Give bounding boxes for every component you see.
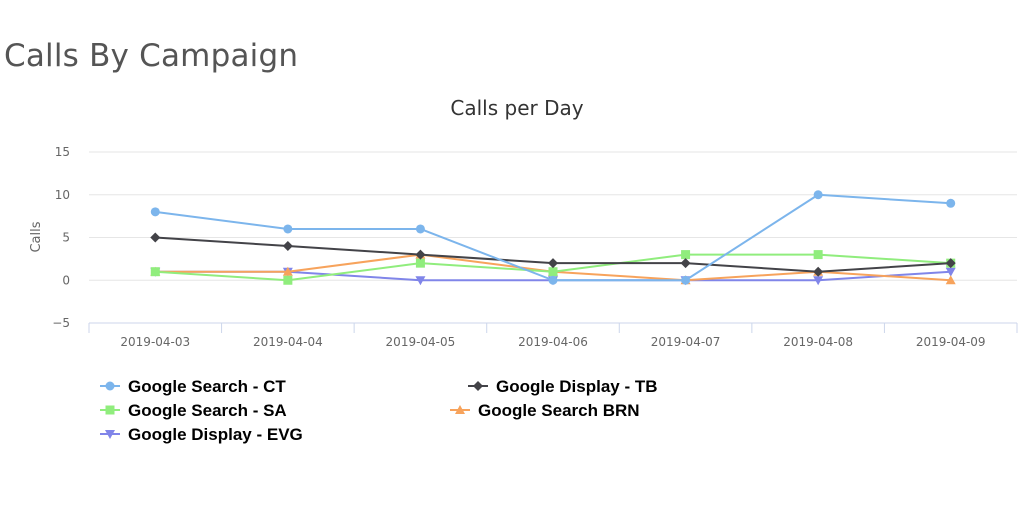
legend-marker <box>473 381 483 391</box>
data-point <box>548 275 558 285</box>
data-point <box>680 258 691 269</box>
legend-marker <box>105 381 115 391</box>
data-point <box>282 266 293 276</box>
data-point <box>415 276 426 286</box>
data-point <box>282 241 293 252</box>
y-tick-label: 5 <box>62 231 70 245</box>
x-tick-label: 2019-04-08 <box>783 335 853 349</box>
grid-lines <box>89 151 1017 324</box>
legend-label: Google Search BRN <box>478 401 640 420</box>
legend-label: Google Search - SA <box>128 401 287 420</box>
x-tick-label: 2019-04-03 <box>120 335 190 349</box>
x-tick-label: 2019-04-07 <box>651 335 721 349</box>
data-point <box>813 276 824 286</box>
legend-item[interactable]: Google Search BRN <box>450 401 640 420</box>
series-2 <box>150 232 956 277</box>
data-point <box>283 275 293 285</box>
data-point <box>681 275 691 285</box>
data-point <box>548 267 558 277</box>
y-tick-label: 15 <box>55 145 70 159</box>
page-title: Calls By Campaign <box>4 38 299 74</box>
legend-item[interactable]: Google Display - TB <box>468 377 658 396</box>
legend-item[interactable]: Google Search - SA <box>100 401 287 420</box>
legend-item[interactable]: Google Search - CT <box>100 377 286 396</box>
y-tick-labels: −5 0 5 10 15 <box>52 145 70 330</box>
x-tick-label: 2019-04-09 <box>916 335 986 349</box>
data-point <box>415 258 425 268</box>
data-point <box>150 207 160 217</box>
legend-label: Google Display - TB <box>496 377 658 396</box>
data-point <box>945 275 956 285</box>
legend-label: Google Search - CT <box>128 377 286 396</box>
y-tick-label: 0 <box>62 273 70 287</box>
y-tick-label: −5 <box>52 316 70 330</box>
legend-label: Google Display - EVG <box>128 425 303 444</box>
data-point <box>150 232 161 243</box>
data-point <box>415 249 426 260</box>
y-tick-label: 10 <box>55 188 70 202</box>
x-tick-label: 2019-04-04 <box>253 335 323 349</box>
data-point <box>548 258 558 269</box>
data-point <box>946 198 956 208</box>
chart-title: Calls per Day <box>450 96 583 120</box>
data-point <box>283 224 293 234</box>
data-point <box>813 266 824 277</box>
x-tick-label: 2019-04-05 <box>386 335 456 349</box>
data-point <box>150 267 160 277</box>
legend-item[interactable]: Google Display - EVG <box>100 425 303 444</box>
data-point <box>945 258 956 269</box>
data-point <box>813 250 823 260</box>
x-tick-label: 2019-04-06 <box>518 335 588 349</box>
data-point <box>681 250 691 260</box>
series-group <box>150 190 956 286</box>
y-axis-label: Calls <box>29 221 44 252</box>
legend-marker <box>105 430 115 439</box>
data-point <box>813 190 823 200</box>
data-point <box>945 267 956 277</box>
legend[interactable]: Google Search - CT Google Display - TB Goo… <box>100 377 658 444</box>
legend-marker <box>105 405 115 415</box>
data-point <box>415 224 425 234</box>
series-1 <box>150 190 956 285</box>
x-axis: 2019-04-03 2019-04-04 2019-04-05 2019-04-06… <box>88 322 1018 349</box>
legend-marker <box>455 405 465 414</box>
